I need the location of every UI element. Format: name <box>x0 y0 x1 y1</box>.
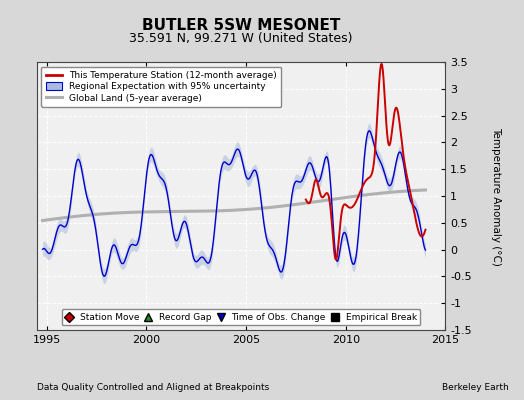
Text: BUTLER 5SW MESONET: BUTLER 5SW MESONET <box>142 18 340 33</box>
Text: 35.591 N, 99.271 W (United States): 35.591 N, 99.271 W (United States) <box>129 32 353 45</box>
Text: Data Quality Controlled and Aligned at Breakpoints: Data Quality Controlled and Aligned at B… <box>37 383 269 392</box>
Legend: Station Move, Record Gap, Time of Obs. Change, Empirical Break: Station Move, Record Gap, Time of Obs. C… <box>62 309 420 326</box>
Text: Berkeley Earth: Berkeley Earth <box>442 383 508 392</box>
Y-axis label: Temperature Anomaly (°C): Temperature Anomaly (°C) <box>492 126 501 266</box>
